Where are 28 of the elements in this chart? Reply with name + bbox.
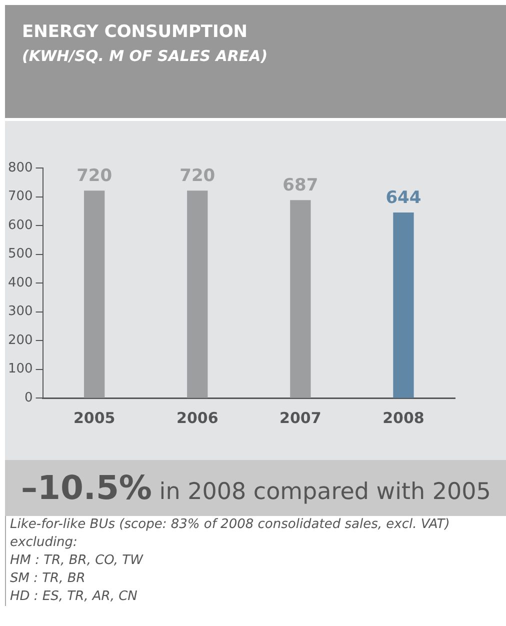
y-tick-label: 0 <box>24 390 33 406</box>
text: Like-for-like BUs (scope: 83% of 2008 consolidated sales, excl. VAT) excluding: <box>10 516 451 552</box>
text: SM : TR, BR <box>10 570 86 588</box>
x-tick-label: 2005 <box>73 408 116 427</box>
bar <box>187 190 208 398</box>
text: HM : TR, BR, CO, TW <box>10 552 144 570</box>
chart-title: ENERGY CONSUMPTION <box>22 22 248 42</box>
bar <box>290 200 311 398</box>
y-tick-label: 800 <box>8 160 33 176</box>
y-tick-label: 600 <box>8 218 33 233</box>
y-tick-label: 700 <box>8 189 33 204</box>
data-label: 687 <box>282 175 318 196</box>
y-tick-label: 200 <box>8 332 33 348</box>
text: –10.5% in 2008 compared with 2005 <box>5 460 506 516</box>
x-tick-label: 2008 <box>382 408 424 427</box>
text: HD : ES, TR, AR, CN <box>10 588 138 606</box>
bar <box>393 212 414 398</box>
data-label: 644 <box>386 188 422 208</box>
data-label: 720 <box>180 166 216 186</box>
data-label: 720 <box>76 166 112 186</box>
x-tick-label: 2006 <box>176 408 218 427</box>
bar <box>84 190 105 398</box>
chart-subtitle: (KWH/SQ. M OF SALES AREA) <box>22 47 268 65</box>
y-tick-label: 400 <box>8 275 33 290</box>
x-tick-label: 2007 <box>280 408 322 427</box>
y-tick-label: 300 <box>8 304 33 320</box>
y-tick-label: 500 <box>8 246 33 262</box>
y-tick-label: 100 <box>8 362 33 377</box>
